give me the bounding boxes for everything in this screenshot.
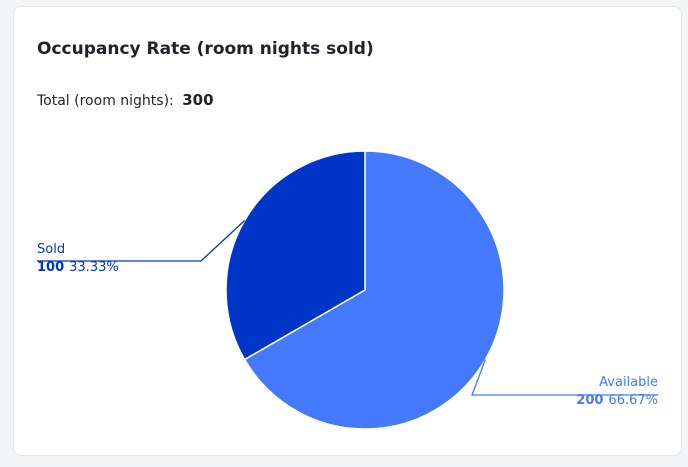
slice-label-sold: Sold 100 33.33% xyxy=(37,241,119,277)
leader-line-sold xyxy=(37,220,246,262)
total-value: 300 xyxy=(182,91,214,109)
slice-name-available: Available xyxy=(599,375,658,390)
slice-percent-sold: 33.33% xyxy=(69,260,119,275)
total-row: Total (room nights): 300 xyxy=(37,90,214,111)
total-label: Total (room nights): xyxy=(37,93,174,109)
slice-percent-available: 66.67% xyxy=(608,393,658,408)
slice-value-available: 200 xyxy=(576,393,604,408)
slice-name-sold: Sold xyxy=(37,242,66,257)
leader-line-available xyxy=(471,359,658,396)
chart-title: Occupancy Rate (room nights sold) xyxy=(37,39,374,59)
slice-label-available: Available 200 66.67% xyxy=(576,374,658,410)
slice-value-sold: 100 xyxy=(37,260,65,275)
